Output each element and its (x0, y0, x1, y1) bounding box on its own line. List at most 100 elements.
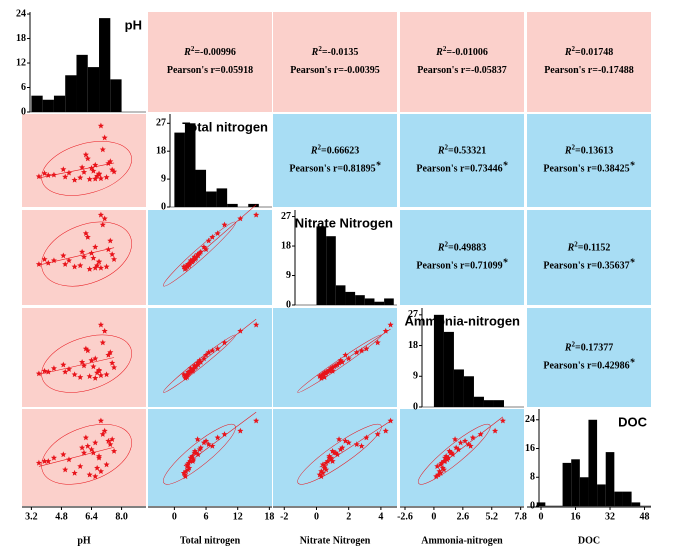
point (60, 361, 67, 368)
point (71, 263, 78, 270)
pearson-label: Pearson's r= (416, 261, 470, 272)
point (205, 237, 212, 244)
point (77, 463, 84, 469)
point (335, 436, 343, 442)
hist-tick-label: 0 (530, 500, 535, 511)
hist-tick-label: 0 (161, 201, 166, 212)
confidence-ellipse (41, 423, 132, 485)
point (237, 327, 244, 334)
point (345, 439, 352, 446)
confidence-ellipse (163, 423, 236, 485)
point (189, 258, 196, 265)
point (196, 446, 203, 453)
r2-value: 0.53321 (454, 146, 487, 157)
panel (400, 12, 524, 112)
point (382, 427, 389, 434)
point (323, 466, 330, 473)
r-squared: R2=0.49883 (437, 240, 486, 254)
point (86, 471, 93, 478)
pearson-label: Pearson's r= (290, 65, 344, 76)
x-tick-label: 4.8 (55, 511, 68, 522)
point (187, 257, 194, 264)
r2-value: 0.49883 (454, 243, 487, 254)
point (209, 233, 216, 240)
point (194, 251, 201, 257)
point (194, 436, 201, 442)
point (191, 449, 198, 456)
pearson: Pearson's r=0.42986* (543, 358, 635, 372)
hist-tick-label: 18 (408, 340, 418, 351)
point (95, 366, 103, 373)
point (182, 473, 189, 480)
sup: 2 (574, 240, 578, 248)
r-value: 0.05918 (221, 65, 254, 76)
significance: * (503, 258, 509, 269)
point (107, 237, 114, 244)
point (94, 464, 101, 471)
hist-bar (536, 502, 546, 506)
hist-bar (355, 295, 365, 305)
point (97, 264, 104, 271)
eq: = (448, 146, 454, 157)
hist-bar (99, 18, 111, 112)
hist-bar (345, 291, 356, 305)
hist-bar (76, 54, 88, 112)
sup: 2 (444, 240, 448, 248)
r-label: R (437, 243, 445, 254)
point (363, 434, 370, 441)
point (92, 243, 99, 250)
panel (22, 409, 146, 506)
point (80, 253, 88, 260)
point (209, 442, 216, 449)
x-tick-label: 12 (233, 511, 243, 522)
point (79, 358, 86, 365)
r2-value: 0.17377 (581, 343, 614, 354)
point (79, 248, 86, 255)
significance: * (630, 258, 636, 269)
r-squared: R2=0.53321 (437, 143, 486, 157)
point (45, 259, 52, 266)
point (111, 447, 118, 454)
point (387, 417, 394, 424)
eq: = (194, 47, 200, 58)
point (95, 258, 103, 265)
point (88, 357, 95, 363)
point (97, 211, 104, 218)
point (189, 458, 196, 464)
point (363, 345, 370, 352)
point (105, 437, 112, 444)
x-tick-label: 16 (571, 511, 581, 522)
r-label: R (564, 146, 572, 157)
sup: 2 (443, 45, 447, 53)
point (101, 215, 108, 222)
point (90, 254, 97, 261)
point (334, 451, 341, 458)
confidence-ellipse (417, 423, 491, 485)
significance: * (503, 161, 509, 172)
r-value: 0.81895 (343, 164, 376, 175)
hist-tick-label: 18 (16, 33, 26, 44)
point (187, 454, 194, 461)
x-tick-label: 0 (431, 511, 436, 522)
hist-bar (227, 203, 238, 207)
point (374, 431, 381, 437)
hist-title: Ammonia-nitrogen (404, 313, 520, 328)
point (95, 170, 103, 177)
hist-bar (65, 75, 77, 112)
sup: 2 (318, 45, 322, 53)
hist-bar (53, 95, 66, 112)
point (452, 436, 459, 442)
point (195, 451, 202, 458)
point (71, 371, 78, 378)
point (103, 371, 110, 378)
point (86, 266, 93, 272)
point (185, 368, 192, 375)
x-tick-label: 6.4 (85, 511, 98, 522)
hist-bar (562, 462, 572, 506)
r-squared: R2=-0.01006 (435, 45, 488, 59)
x-tick-label: 2 (346, 511, 351, 522)
r-label: R (564, 343, 572, 354)
hist-bar (453, 369, 464, 407)
point (60, 252, 67, 259)
point (50, 171, 57, 178)
